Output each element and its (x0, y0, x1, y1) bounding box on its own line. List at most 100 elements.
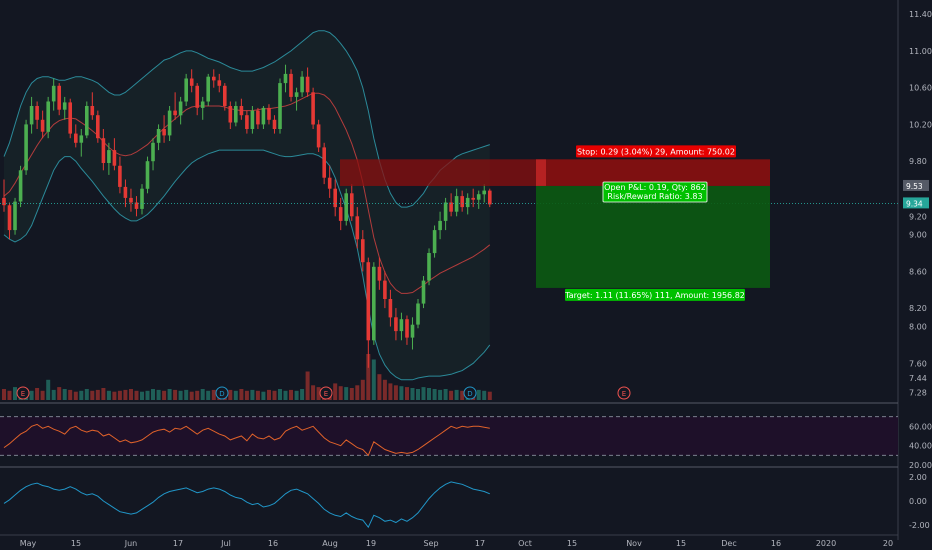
candle-body (112, 150, 117, 166)
candle-body (438, 220, 442, 231)
time-tick-label: 15 (676, 539, 686, 548)
candle-body (173, 110, 177, 116)
volume-bar (134, 390, 139, 400)
candle-body (29, 106, 34, 125)
candle-body (18, 170, 23, 202)
pnl-label: Open P&L: 0.19, Qty: 862 Risk/Reward Rat… (602, 181, 708, 203)
candle-body (471, 197, 475, 200)
candle-body (162, 129, 166, 136)
candle-body (482, 190, 486, 195)
time-tick-label: 16 (771, 539, 781, 548)
candle-body (344, 193, 348, 221)
target-label-text: Target: 1.11 (11.65%) 111, Amount: 1956.… (564, 291, 745, 300)
volume-bar (2, 389, 6, 400)
stop-loss-zone[interactable] (536, 159, 770, 186)
time-tick-label: 17 (173, 539, 183, 548)
earnings-event-marker[interactable]: E (16, 386, 30, 400)
time-tick-label: 19 (366, 539, 376, 548)
candle-body (283, 73, 288, 84)
volume-bar (162, 390, 167, 400)
volume-bar (255, 390, 260, 400)
candle-body (250, 110, 255, 129)
candle-body (239, 106, 244, 116)
earnings-event-marker[interactable]: E (617, 386, 631, 400)
entry-handle[interactable] (536, 159, 546, 186)
volume-bar (382, 379, 387, 400)
candle-body (46, 101, 50, 132)
candle-body (24, 124, 28, 171)
volume-bar (377, 374, 382, 400)
time-axis[interactable]: May 15 Jun 17 Jul 16 Aug 19 Sep 17 Oct 15 Nov 15 Dec 16… (20, 539, 893, 548)
pnl-label-background (602, 181, 708, 203)
candle-body (316, 124, 321, 148)
candle-body (68, 102, 72, 134)
candle-body (300, 76, 304, 93)
volume-bar (173, 389, 178, 400)
short-position-tool[interactable]: Stop: 0.29 (3.04%) 29, Amount: 750.02 Op… (340, 145, 770, 301)
event-letter: D (467, 390, 472, 398)
target-zone[interactable] (536, 185, 770, 288)
cci-tick-label: 2.00 (909, 473, 927, 482)
volume-bar (371, 359, 376, 400)
candle-body (245, 115, 249, 129)
candle-body (372, 266, 376, 341)
event-circle (16, 386, 30, 400)
volume-bar (129, 389, 133, 400)
candle-body (2, 197, 6, 206)
time-tick-label: Jul (220, 539, 231, 548)
candle-body (327, 177, 332, 189)
candle-body (79, 135, 84, 143)
volume-bar (438, 389, 443, 400)
stop-label: Stop: 0.29 (3.04%) 29, Amount: 750.02 (576, 145, 736, 158)
volume-bar (405, 387, 409, 400)
candle-body (13, 201, 17, 231)
volume-bar (289, 389, 293, 400)
volume-bar (272, 390, 277, 400)
price-tick-label: 8.60 (909, 267, 927, 276)
rsi-pane[interactable] (0, 416, 898, 457)
price-tick-label: 8.00 (909, 323, 927, 332)
volume-bar (360, 379, 365, 400)
time-tick-label: 2020 (816, 539, 836, 548)
time-tick-label: Jun (124, 539, 138, 548)
candle-body (460, 196, 464, 208)
volume-bar (476, 389, 481, 400)
dividend-event-marker[interactable]: D (215, 386, 229, 400)
volume-bar (140, 391, 144, 400)
rsi-tick-label: 20.00 (909, 461, 932, 470)
candle-body (311, 92, 315, 125)
pnl-label-text: Open P&L: 0.19, Qty: 862 (604, 183, 706, 192)
price-axis[interactable]: 11.40 11.00 10.60 10.20 9.80 9.53 9.34 9.20 9.00… (903, 10, 932, 398)
candle-body (145, 161, 150, 189)
volume-bar (432, 389, 437, 400)
entry-stop-zone-left[interactable] (340, 159, 536, 186)
dividend-event-marker[interactable]: D (463, 386, 477, 400)
candle-body (278, 83, 282, 129)
volume-bar (261, 391, 266, 400)
stop-label-background (576, 145, 736, 158)
volume-bar (316, 387, 321, 400)
event-circle (215, 386, 229, 400)
candle-body (488, 190, 492, 205)
candle-body (90, 106, 95, 116)
volume-bar (482, 390, 487, 400)
earnings-event-marker[interactable]: E (319, 386, 333, 400)
candle-body (350, 193, 354, 217)
candle-body (394, 317, 398, 332)
volume-bar (416, 389, 420, 400)
candle-body (101, 138, 106, 163)
candle-body (223, 85, 227, 106)
time-tick-label: Aug (322, 539, 338, 548)
candle-body (416, 303, 420, 325)
event-letter: E (622, 390, 626, 398)
candle-body (184, 78, 188, 102)
volume-bar (29, 390, 34, 400)
candle-body (361, 239, 365, 263)
volume-bar (300, 389, 305, 400)
volume-bar (338, 386, 343, 400)
volume-bar (421, 387, 426, 400)
volume-bar (305, 371, 310, 400)
cci-pane[interactable] (3, 481, 490, 529)
